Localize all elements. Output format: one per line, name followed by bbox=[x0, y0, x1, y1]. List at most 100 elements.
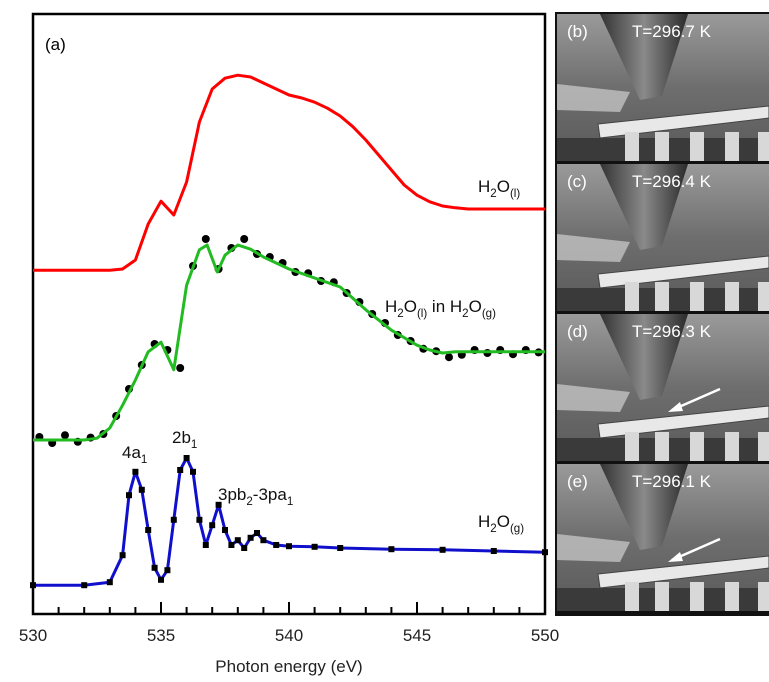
pillar bbox=[655, 432, 669, 461]
label-part: O bbox=[469, 297, 482, 316]
data-marker bbox=[164, 567, 171, 574]
x-tick-label: 540 bbox=[275, 626, 303, 645]
glow bbox=[557, 84, 630, 112]
x-tick-label: 545 bbox=[403, 626, 431, 645]
label-part: -3pa bbox=[253, 485, 288, 504]
label-part: 2b bbox=[172, 428, 191, 447]
series-label: H2O(l) in H2O(g) bbox=[385, 297, 496, 320]
data-point bbox=[240, 235, 249, 243]
data-point bbox=[201, 235, 210, 243]
data-point bbox=[61, 431, 69, 440]
pillar bbox=[690, 132, 704, 161]
afm-tip bbox=[600, 464, 688, 550]
data-marker bbox=[241, 545, 248, 551]
annotation: 4a1 bbox=[122, 443, 147, 466]
subscript: 2 bbox=[490, 523, 496, 535]
arrow-head bbox=[668, 552, 683, 562]
data-marker bbox=[190, 468, 196, 475]
x-axis-label: Photon energy (eV) bbox=[215, 657, 362, 676]
data-marker bbox=[228, 542, 235, 548]
pillar bbox=[655, 132, 669, 161]
data-marker bbox=[126, 492, 132, 499]
glow bbox=[557, 384, 630, 412]
series-line bbox=[33, 243, 545, 442]
glow bbox=[557, 534, 630, 562]
temperature-label: T=296.7 K bbox=[632, 22, 712, 41]
subscript: 2 bbox=[246, 496, 252, 508]
data-marker bbox=[145, 527, 152, 533]
series-label: H2O(l) bbox=[478, 177, 520, 200]
temperature-label: T=296.4 K bbox=[632, 172, 712, 191]
x-tick-label: 550 bbox=[531, 626, 559, 645]
pillar bbox=[725, 582, 739, 611]
data-marker bbox=[177, 467, 184, 473]
data-marker bbox=[183, 455, 190, 461]
data-marker bbox=[273, 542, 280, 548]
data-marker bbox=[158, 576, 164, 583]
series-label: H2O(g) bbox=[478, 512, 524, 535]
data-marker bbox=[254, 530, 260, 536]
label-part: H bbox=[478, 177, 490, 196]
data-marker bbox=[215, 501, 222, 508]
panel-label: (e) bbox=[567, 472, 588, 491]
label-part: 3pb bbox=[218, 485, 246, 504]
annotation: 2b1 bbox=[172, 428, 197, 451]
pillar bbox=[690, 582, 704, 611]
data-marker bbox=[542, 549, 548, 556]
temperature-label: T=296.1 K bbox=[632, 472, 712, 491]
pillar bbox=[655, 282, 669, 311]
subscript: 1 bbox=[287, 496, 293, 508]
pillar bbox=[758, 132, 769, 161]
glow bbox=[557, 234, 630, 262]
data-marker bbox=[119, 552, 126, 559]
subscript: 2 bbox=[490, 188, 496, 200]
data-marker bbox=[260, 537, 267, 544]
data-marker bbox=[337, 545, 344, 551]
data-marker bbox=[170, 516, 177, 523]
data-marker bbox=[81, 582, 88, 589]
pillar bbox=[725, 282, 739, 311]
data-marker bbox=[439, 546, 446, 553]
x-tick-label: 535 bbox=[147, 626, 175, 645]
subscript: (l) bbox=[417, 308, 427, 320]
cantilever bbox=[597, 255, 769, 289]
pillar bbox=[690, 432, 704, 461]
data-point bbox=[176, 364, 185, 372]
data-marker bbox=[222, 527, 228, 533]
pillar bbox=[625, 432, 639, 461]
pillar bbox=[625, 282, 639, 311]
pillar bbox=[758, 432, 769, 461]
subscript: 1 bbox=[191, 439, 197, 451]
data-marker bbox=[388, 546, 395, 553]
label-part: 4a bbox=[122, 443, 141, 462]
subscript: (g) bbox=[482, 308, 496, 320]
subscript: (l) bbox=[510, 188, 520, 200]
label-part: H bbox=[385, 297, 397, 316]
afm-tip bbox=[600, 314, 688, 400]
data-marker bbox=[132, 468, 139, 475]
subscript: 2 bbox=[397, 308, 403, 320]
afm-tip bbox=[600, 164, 688, 250]
subscript: 2 bbox=[462, 308, 468, 320]
data-marker bbox=[138, 486, 145, 493]
temperature-label: T=296.3 K bbox=[632, 322, 712, 341]
annotation: 3pb2-3pa1 bbox=[218, 485, 293, 508]
afm-tip bbox=[600, 14, 688, 100]
data-marker bbox=[247, 534, 254, 541]
pillar bbox=[725, 432, 739, 461]
cantilever bbox=[597, 405, 769, 439]
panel-label: (c) bbox=[567, 172, 587, 191]
data-marker bbox=[106, 579, 113, 586]
data-marker bbox=[209, 522, 216, 529]
series-line bbox=[33, 73, 545, 272]
data-marker bbox=[490, 548, 497, 554]
pillar bbox=[625, 132, 639, 161]
data-marker bbox=[311, 543, 318, 550]
cantilever bbox=[597, 555, 769, 589]
x-tick-label: 530 bbox=[19, 626, 47, 645]
data-marker bbox=[30, 582, 36, 589]
data-marker bbox=[151, 564, 158, 571]
pillar bbox=[690, 282, 704, 311]
label-part: in H bbox=[427, 297, 462, 316]
